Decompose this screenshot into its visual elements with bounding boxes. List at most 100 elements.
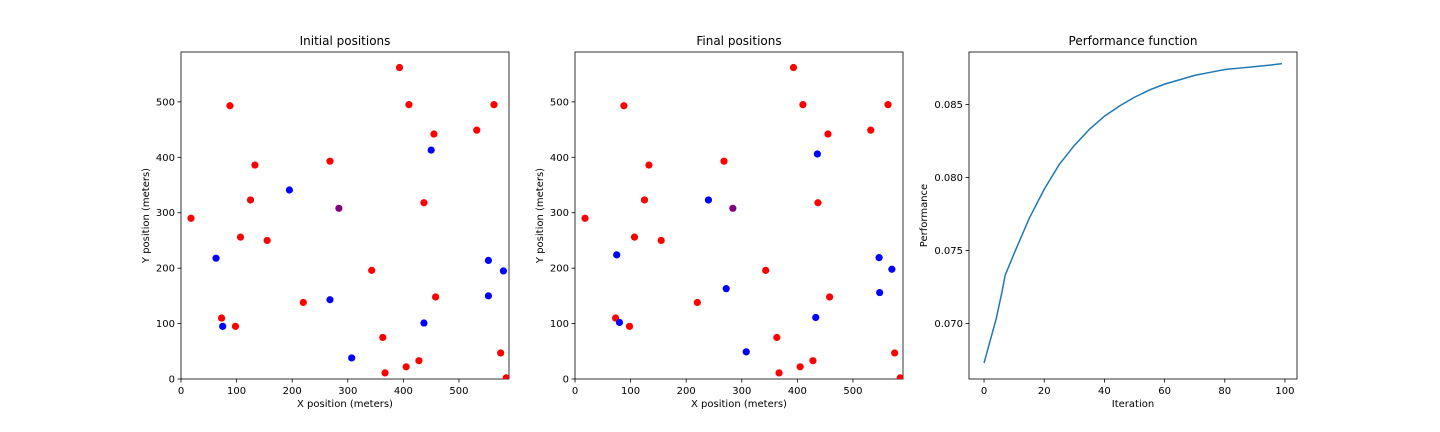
x-tick-label: 300 [732,386,751,397]
axes-frame [968,51,1298,380]
red-point [625,322,634,330]
red-point [430,130,438,138]
y-tick-label: 0.085 [934,100,963,111]
blue-point [219,322,227,330]
red-point [263,236,271,245]
y-tick-label: 0 [563,375,569,386]
x-axis-label: X position (meters) [691,399,787,410]
chart-title: Performance function [1069,34,1198,48]
y-tick-label: 0.070 [934,319,963,330]
y-axis-label: Performance [919,184,930,247]
red-point [867,126,875,134]
blue-point [876,288,884,297]
chart-title: Initial positions [300,34,391,48]
red-point [381,369,389,377]
y-axis-label: Y position (meters) [141,168,152,264]
x-axis-label: Iteration [1112,399,1154,410]
x-tick-label: 100 [621,386,640,397]
purple-point [335,204,343,212]
red-point [502,374,509,379]
red-point [799,101,807,109]
red-point [217,314,226,322]
red-point [657,236,665,245]
plot-area [581,63,903,379]
x-tick-label: 200 [283,386,302,397]
red-point [773,333,781,342]
x-tick-label: 400 [788,386,807,397]
y-tick-label: 0.080 [934,173,963,184]
red-point [420,199,428,207]
subplot-2: Final positions X position (meters) Y posi… [535,34,904,410]
x-axis-label: X position (meters) [297,399,393,410]
x-tick-label: 400 [394,386,413,397]
performance-line [983,62,1283,364]
plot-area [187,63,509,379]
y-axis-label: Y position (meters) [535,168,546,264]
red-point [630,233,639,241]
blue-point [888,265,896,273]
blue-point [212,254,220,262]
x-tick-label: 100 [1275,386,1294,397]
y-tick-label: 0.075 [934,246,963,257]
chart-title: Final positions [696,34,781,48]
blue-point [484,256,493,264]
red-point [379,333,387,342]
x-tick-label: 500 [843,386,862,397]
x-tick-label: 0 [981,386,987,397]
red-point [497,349,505,357]
blue-point [348,354,356,362]
red-point [809,357,817,365]
red-point [490,101,498,109]
purple-point [729,204,737,212]
blue-point [427,146,435,154]
red-point [415,357,423,365]
x-tick-label: 0 [178,386,184,397]
y-tick-label: 100 [156,319,175,330]
red-point [326,157,334,165]
red-point [693,298,701,307]
red-point [226,102,234,110]
red-point [891,349,899,357]
red-point [395,63,404,72]
y-tick-label: 300 [550,208,569,219]
red-point [187,214,195,222]
blue-point [285,186,294,194]
red-point [231,322,240,330]
blue-point [499,267,508,275]
blue-point [326,296,334,304]
x-tick-label: 0 [572,386,578,397]
blue-point [615,318,624,327]
x-tick-label: 100 [227,386,246,397]
y-tick-label: 0 [169,375,175,386]
blue-point [484,292,493,300]
red-point [796,363,804,371]
red-point [826,293,834,301]
red-point [884,101,892,109]
red-point [645,161,653,169]
x-tick-label: 60 [1158,386,1171,397]
red-point [368,266,376,274]
x-tick-label: 40 [1098,386,1111,397]
blue-point [722,285,730,293]
red-point [236,233,245,241]
blue-point [613,251,621,259]
red-point [246,196,255,204]
red-point [775,369,783,377]
red-point [251,161,259,169]
y-tick-label: 500 [550,97,569,108]
x-tick-label: 80 [1218,386,1231,397]
blue-point [704,196,713,204]
plot-area [983,62,1283,364]
x-tick-label: 300 [338,386,357,397]
y-tick-label: 200 [550,264,569,275]
y-tick-label: 200 [156,264,175,275]
subplot-3: Performance function Iteration Performance… [919,34,1298,410]
red-point [720,157,728,165]
x-tick-label: 500 [449,386,468,397]
red-point [896,374,903,379]
y-tick-label: 500 [156,97,175,108]
x-tick-label: 20 [1038,386,1051,397]
red-point [473,126,481,134]
subplot-1: Initial positions X position (meters) Y po… [141,34,510,410]
